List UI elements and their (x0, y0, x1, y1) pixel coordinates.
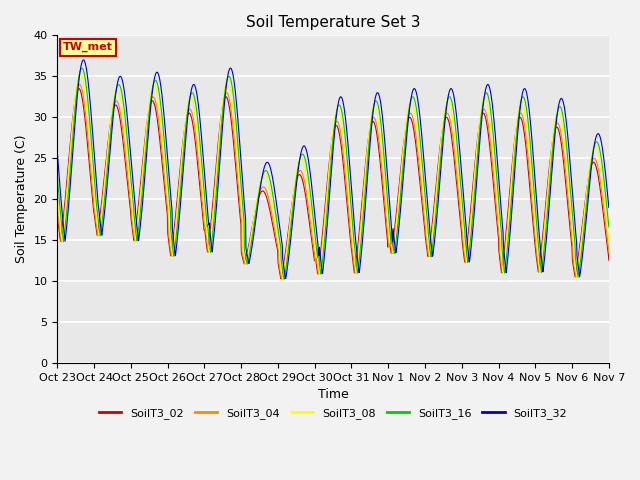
Y-axis label: Soil Temperature (C): Soil Temperature (C) (15, 135, 28, 264)
Legend: SoilT3_02, SoilT3_04, SoilT3_08, SoilT3_16, SoilT3_32: SoilT3_02, SoilT3_04, SoilT3_08, SoilT3_… (95, 403, 572, 423)
X-axis label: Time: Time (317, 388, 349, 401)
Title: Soil Temperature Set 3: Soil Temperature Set 3 (246, 15, 420, 30)
Text: TW_met: TW_met (63, 42, 113, 52)
